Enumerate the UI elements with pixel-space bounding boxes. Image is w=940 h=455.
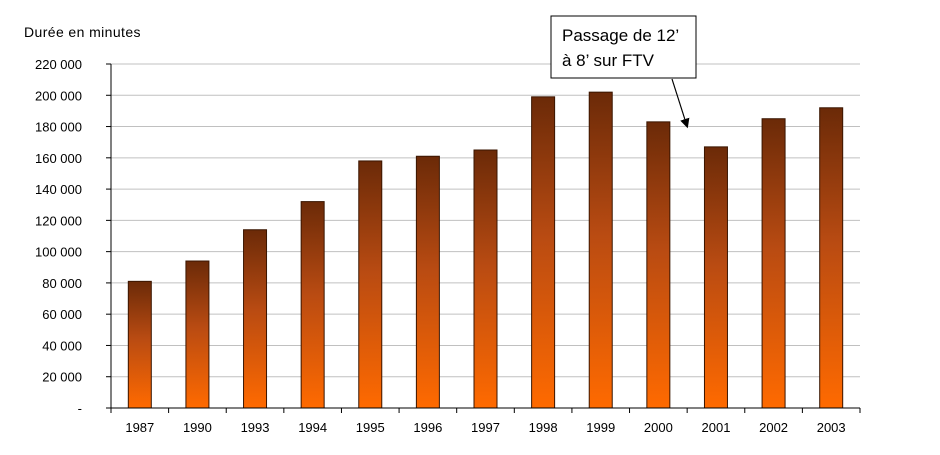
bar-2002 [761,118,786,409]
bar-1995 [358,160,383,409]
y-axis-title: Durée en minutes [24,24,141,40]
x-tick-label: 1995 [356,420,385,435]
bar-1996 [415,155,440,409]
y-tick-label: 40 000 [42,338,82,353]
bar-1990 [185,260,210,409]
bar-1999 [588,91,613,409]
x-tick-label: 1990 [183,420,212,435]
y-tick-label: 120 000 [35,213,82,228]
x-tick-label: 1993 [241,420,270,435]
annotation-line-1: Passage de 12’ [562,26,679,45]
x-tick-label: 1999 [586,420,615,435]
y-tick-label: 100 000 [35,245,82,260]
x-tick-label: 1987 [125,420,154,435]
annotation: Passage de 12’ à 8’ sur FTV [550,15,697,129]
x-tick-labels: 1987 1990 1993 1994 1995 1996 1997 1998 1999 2000… [125,420,845,435]
x-tick-label: 2002 [759,420,788,435]
x-tick-label: 2001 [702,420,731,435]
y-tick-label: - [78,401,82,416]
bar-2001 [703,146,728,409]
bar-1993 [243,229,268,409]
axes [110,64,861,413]
x-tick-label: 1998 [529,420,558,435]
x-tick-label: 1994 [298,420,327,435]
bar-1987 [127,280,152,409]
y-tick-label: 80 000 [42,276,82,291]
y-tick-label: 180 000 [35,120,82,135]
x-tick-label: 1997 [471,420,500,435]
bar-1997 [473,149,498,409]
annotation-box [550,15,697,79]
annotation-arrow [671,78,690,129]
bars [127,91,844,409]
x-tick-label: 1996 [413,420,442,435]
bar-2003 [819,107,844,409]
y-tick-label: 160 000 [35,151,82,166]
y-tick-label: 60 000 [42,307,82,322]
x-tick-label: 2003 [817,420,846,435]
y-tick-label: 20 000 [42,370,82,385]
y-tick-label: 140 000 [35,182,82,197]
bar-1998 [531,96,556,409]
bar-2000 [646,121,671,409]
y-tick-labels: - 20 000 40 000 60 000 80 000 100 000 120 000 1… [35,57,82,416]
bar-1994 [300,201,325,409]
annotation-line-2: à 8’ sur FTV [562,51,655,70]
y-tick-label: 220 000 [35,57,82,72]
y-tick-label: 200 000 [35,88,82,103]
x-tick-label: 2000 [644,420,673,435]
